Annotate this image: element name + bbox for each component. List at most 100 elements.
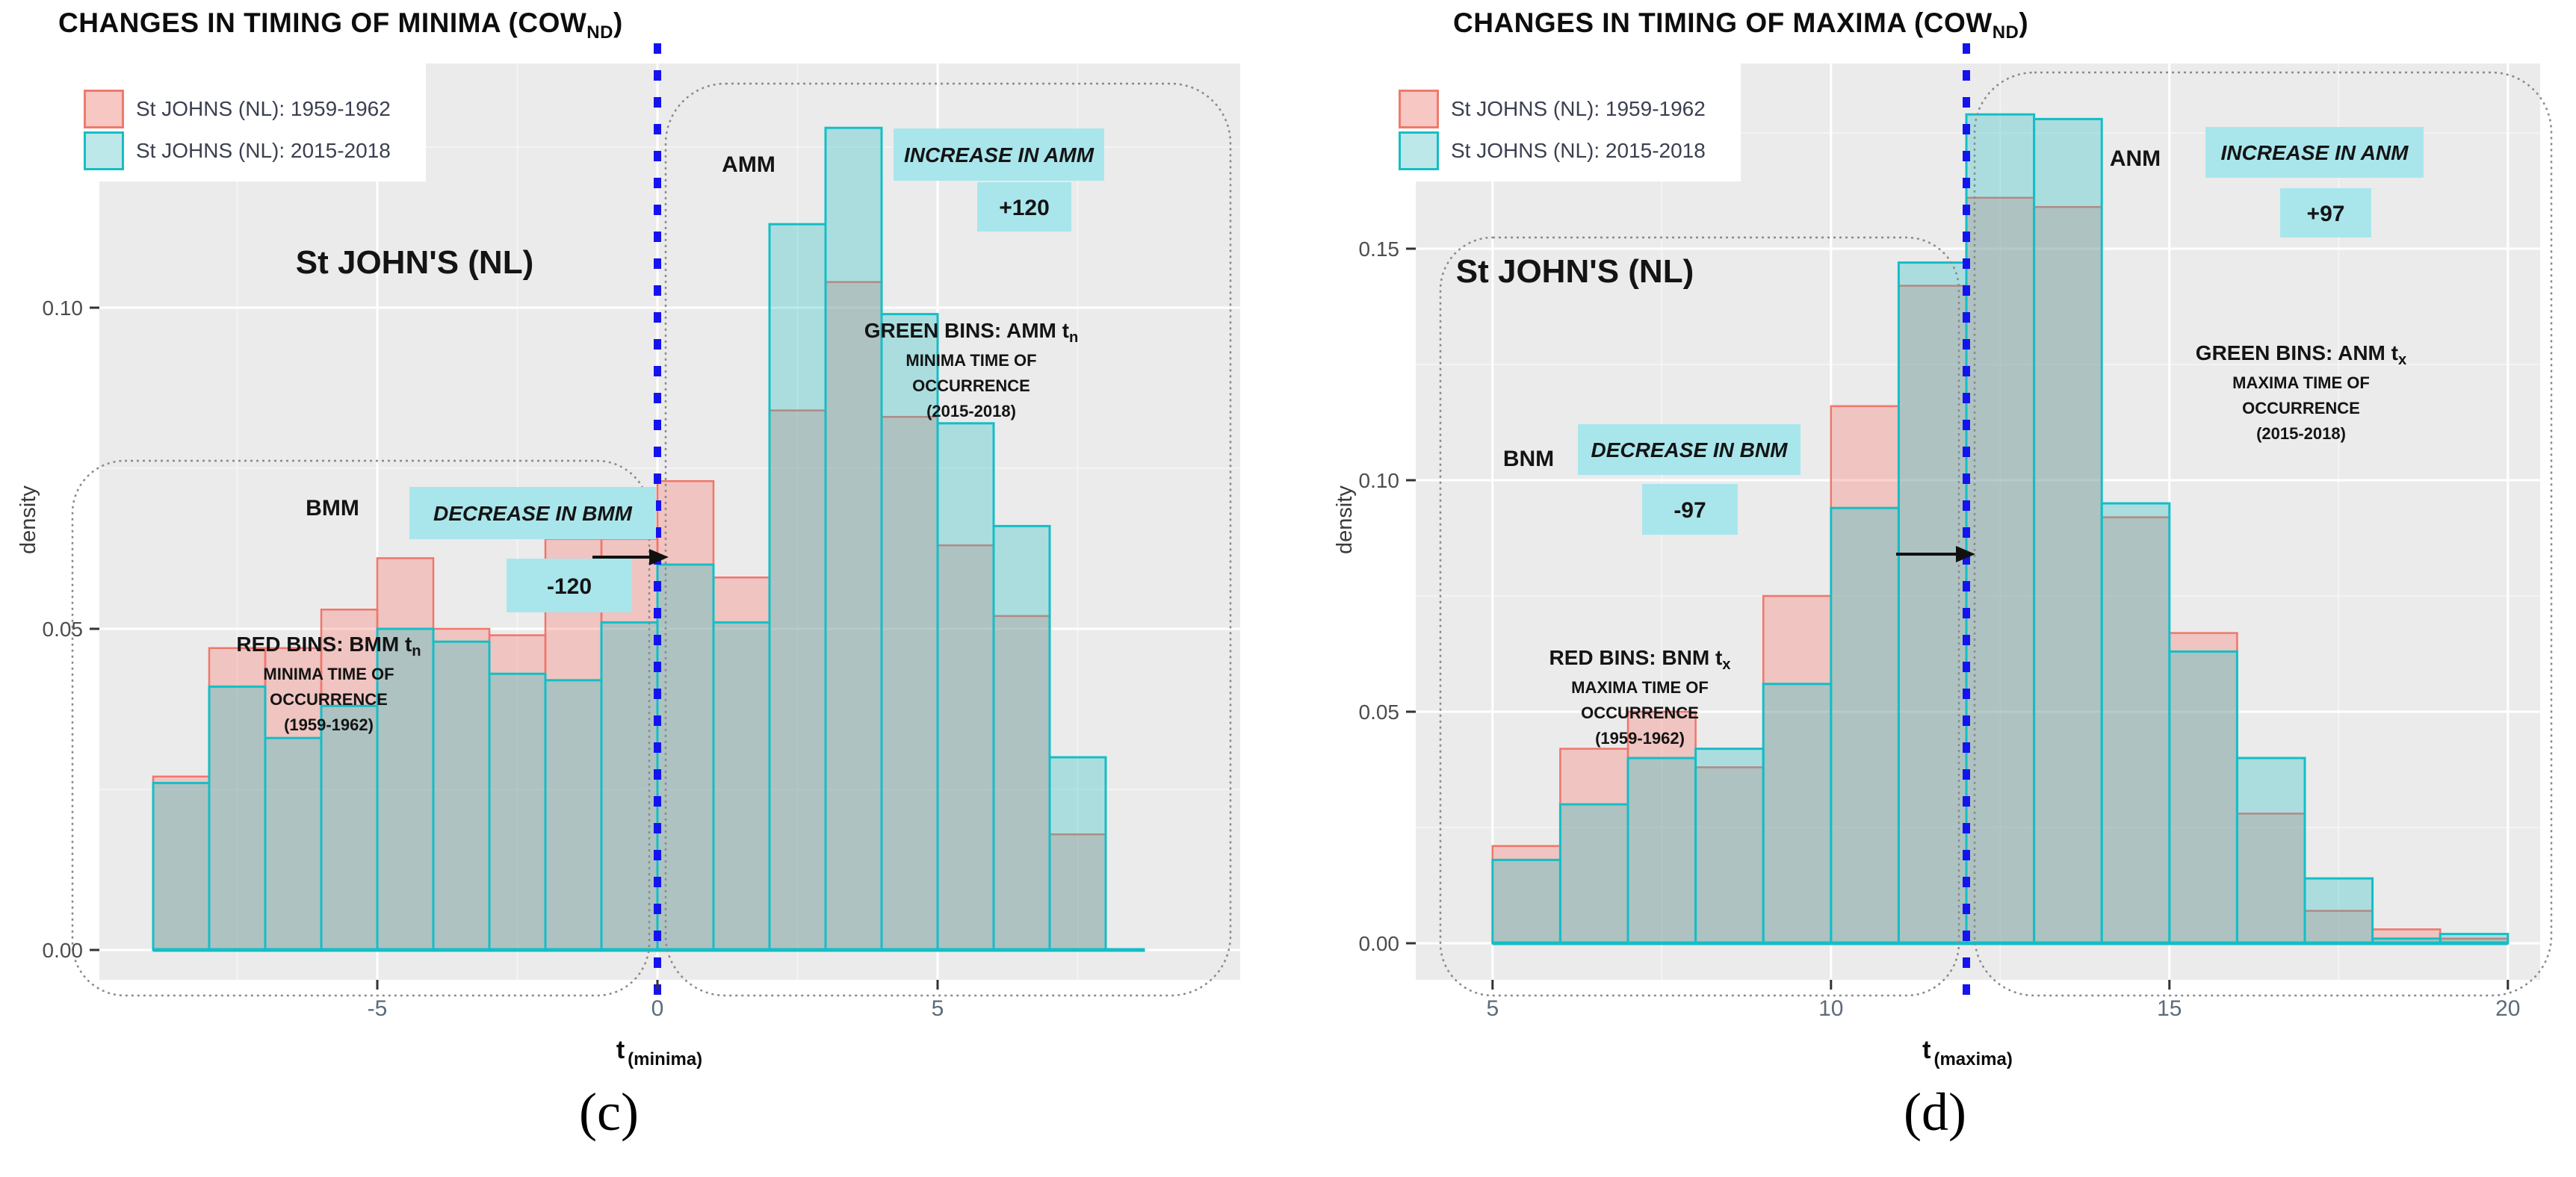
- anm-label: ANM: [2110, 146, 2161, 171]
- bar-1959-d-bin3: [1694, 766, 1765, 945]
- green-bins-note-line0: GREEN BINS: AMM tn: [864, 319, 1079, 346]
- bmm-region-box: [71, 459, 651, 997]
- bar-1959-d-bin2: [1626, 710, 1697, 945]
- chart-d: 5 10 15 20 0.00 0.05 0.10 0.15 t (maxima) St JOHN'…: [1359, 43, 2553, 1069]
- red-bins-note-line0: RED BINS: BNM tx: [1549, 646, 1732, 673]
- legend-swatch-1959-icon: [84, 90, 124, 128]
- y-tick-label: 0.10: [1359, 469, 1400, 492]
- chart-d-title-subscript: ND: [1992, 22, 2019, 43]
- bar-2015-d-bin10: [2168, 650, 2238, 945]
- bar-2015-d-bin7: [1965, 113, 2036, 945]
- x-axis-title-d: t (maxima): [1922, 1036, 2013, 1069]
- x-axis-title-c: t (minima): [616, 1036, 702, 1069]
- x-tick-label: 15: [2157, 996, 2182, 1021]
- bmm-label: BMM: [306, 496, 359, 521]
- bnm-delta-label-bg: [1642, 484, 1738, 535]
- green-bins-note-line0: GREEN BINS: ANM tx: [2196, 341, 2407, 368]
- bar-1959-d-bin11: [2236, 813, 2306, 945]
- chart-d-title-text: CHANGES IN TIMING OF MAXIMA (COW: [1453, 7, 1993, 38]
- amm-region-box: [664, 82, 1232, 997]
- amm-delta-label-bg: [977, 182, 1071, 232]
- green-bins-note-line1: MINIMA TIME OF: [905, 351, 1036, 370]
- bar-2015-c-bin5: [432, 640, 491, 951]
- bar-2015-c-bin4: [376, 627, 435, 951]
- bar-1959-c-bin12: [824, 281, 883, 951]
- bar-2015-c-bin6: [488, 672, 547, 951]
- anm-delta-label-bg: [2280, 188, 2371, 237]
- x-tick-label: 20: [2495, 996, 2520, 1021]
- bar-2015-c-bin9: [656, 563, 715, 951]
- green-bins-note-line1: MAXIMA TIME OF: [2232, 373, 2370, 392]
- bar-2015-d-bin9: [2100, 502, 2171, 945]
- shift-arrow-head: [1956, 546, 1975, 562]
- anm-region-box: [1973, 71, 2553, 997]
- x-tick-label: 10: [1818, 996, 1843, 1021]
- x-tick-label: -5: [368, 996, 388, 1021]
- bar-2015-d-bin8: [2033, 117, 2103, 945]
- site-label: St JOHN'S (NL): [1456, 253, 1694, 290]
- decrease-bnm-label-bg: [1578, 424, 1801, 475]
- red-bins-note-line3: (1959-1962): [284, 715, 374, 734]
- caption-c: (c): [579, 1082, 639, 1142]
- bar-2015-c-bin15: [992, 524, 1051, 951]
- anm-delta-label: +97: [2307, 202, 2345, 226]
- bar-2015-c-bin0: [152, 781, 211, 951]
- bar-2015-c-bin12: [824, 126, 883, 951]
- chart-c-title-suffix: ): [613, 7, 623, 38]
- legend-label-2015: St JOHNS (NL): 2015-2018: [136, 139, 391, 162]
- chart-d-title: CHANGES IN TIMING OF MAXIMA (COWND): [1453, 7, 2028, 43]
- y-tick-label: 0.10: [43, 296, 84, 320]
- increase-anm-label: INCREASE IN ANM: [2221, 141, 2409, 164]
- bar-1959-d-bin5: [1830, 405, 1900, 945]
- bar-1959-c-bin11: [768, 409, 827, 951]
- bar-1959-c-bin9: [656, 479, 715, 951]
- y-axis-title-d: density: [1333, 485, 1357, 554]
- bar-2015-c-bin3: [320, 704, 379, 951]
- bar-2015-d-bin3: [1694, 748, 1765, 945]
- site-label: St JOHN'S (NL): [296, 244, 533, 281]
- bar-2015-c-bin1: [208, 685, 267, 951]
- legend-label-2015: St JOHNS (NL): 2015-2018: [1451, 139, 1706, 162]
- bmm-delta-label: -120: [547, 574, 592, 599]
- bar-1959-d-bin10: [2168, 632, 2238, 945]
- decrease-bnm-label: DECREASE IN BNM: [1591, 438, 1789, 462]
- increase-amm-label: INCREASE IN AMM: [904, 143, 1095, 167]
- bar-2015-d-bin1: [1558, 803, 1629, 945]
- chart-c-title: CHANGES IN TIMING OF MINIMA (COWND): [58, 7, 623, 43]
- red-bins-note-line1: MINIMA TIME OF: [263, 665, 394, 683]
- bmm-delta-label-bg: [507, 559, 632, 612]
- green-bins-note-line3: (2015-2018): [926, 402, 1016, 420]
- bnm-label: BNM: [1503, 447, 1554, 471]
- red-bins-note-line2: OCCURRENCE: [270, 690, 388, 709]
- bar-1959-c-bin14: [936, 544, 995, 951]
- x-tick-label: 5: [1486, 996, 1499, 1021]
- increase-anm-label-bg: [2205, 127, 2424, 178]
- bar-2015-c-bin16: [1048, 756, 1107, 951]
- red-bins-note-line1: MAXIMA TIME OF: [1571, 678, 1709, 697]
- decrease-bmm-label: DECREASE IN BMM: [433, 502, 633, 525]
- red-bins-note-line0: RED BINS: BMM tn: [236, 633, 421, 659]
- legend-label-1959: St JOHNS (NL): 1959-1962: [136, 97, 391, 120]
- bar-2015-d-bin0: [1491, 858, 1561, 945]
- chart-c-title-subscript: ND: [586, 22, 613, 43]
- bar-1959-c-bin13: [880, 415, 939, 951]
- legend-swatch-2015-icon: [1399, 131, 1439, 170]
- increase-amm-label-bg: [894, 128, 1104, 181]
- bar-1959-c-bin10: [712, 576, 771, 951]
- chart-c: -5 0 5 0.00 0.05 0.10 t (minima) St JOHN'S (NL) B…: [43, 43, 1240, 1069]
- legend-chart-c: St JOHNS (NL): 1959-1962 St JOHNS (NL): …: [71, 37, 426, 181]
- green-bins-note-line2: OCCURRENCE: [2242, 399, 2360, 417]
- x-tick-label: 5: [932, 996, 944, 1021]
- bar-2015-c-bin2: [264, 736, 323, 951]
- y-axis-title-c: density: [16, 485, 40, 554]
- shift-arrow-head: [649, 549, 669, 565]
- red-bins-note-line2: OCCURRENCE: [1581, 704, 1699, 722]
- y-tick-label: 0.00: [43, 939, 84, 962]
- legend-swatch-1959-icon: [1399, 90, 1439, 128]
- bar-2015-c-bin11: [768, 223, 827, 951]
- amm-delta-label: +120: [999, 196, 1050, 220]
- bar-2015-d-bin5: [1830, 506, 1900, 945]
- bar-2015-c-bin8: [600, 621, 659, 951]
- green-bins-note-line3: (2015-2018): [2256, 424, 2346, 443]
